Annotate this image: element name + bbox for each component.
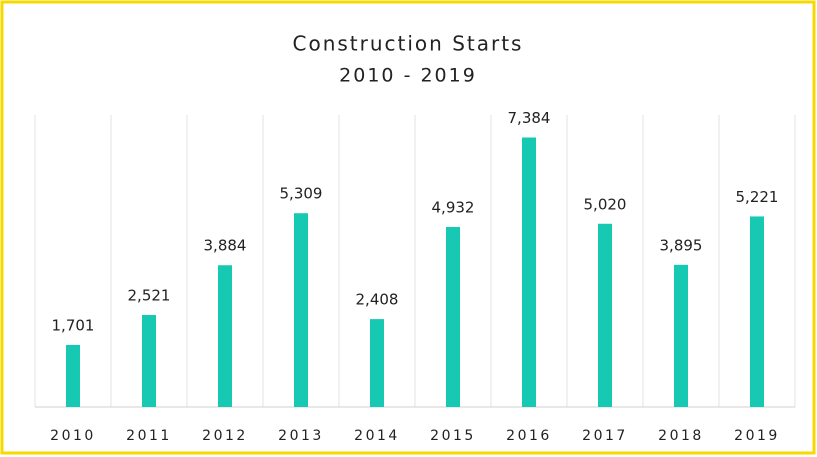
bar xyxy=(750,216,764,407)
bar xyxy=(142,314,156,407)
x-tick-label: 2013 xyxy=(278,428,324,444)
data-label: 1,701 xyxy=(52,316,95,334)
chart-subtitle: 2010 - 2019 xyxy=(339,65,477,87)
data-label: 4,932 xyxy=(432,198,475,216)
data-label: 2,408 xyxy=(356,291,399,309)
x-tick-label: 2011 xyxy=(126,428,172,444)
data-label: 5,221 xyxy=(736,188,779,206)
data-label: 7,384 xyxy=(508,109,551,127)
data-label: 5,020 xyxy=(584,195,627,213)
bar xyxy=(522,137,536,407)
x-tick-label: 2019 xyxy=(734,428,780,444)
bar xyxy=(294,213,308,407)
data-label: 3,884 xyxy=(204,237,247,255)
chart-title: Construction Starts xyxy=(293,32,524,56)
bar xyxy=(446,226,460,407)
x-tick-label: 2012 xyxy=(202,428,248,444)
x-tick-label: 2015 xyxy=(430,428,476,444)
data-label: 5,309 xyxy=(280,185,323,203)
data-label: 2,521 xyxy=(128,286,171,304)
data-label: 3,895 xyxy=(660,236,703,254)
x-tick-label: 2018 xyxy=(658,428,704,444)
bar xyxy=(598,223,612,407)
x-tick-label: 2010 xyxy=(50,428,96,444)
bar xyxy=(66,344,80,407)
x-tick-label: 2017 xyxy=(582,428,628,444)
x-tick-label: 2014 xyxy=(354,428,400,444)
bar xyxy=(218,265,232,407)
x-tick-label: 2016 xyxy=(506,428,552,444)
bar xyxy=(370,319,384,407)
bar xyxy=(674,264,688,407)
